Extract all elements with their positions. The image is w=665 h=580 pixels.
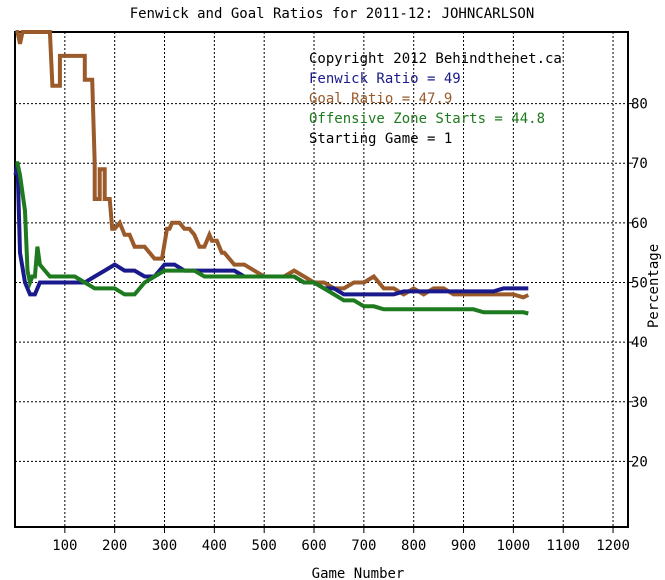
y-tick-label: 70 bbox=[631, 156, 648, 172]
x-tick-label: 1200 bbox=[596, 538, 630, 554]
y-tick-label: 30 bbox=[631, 395, 648, 411]
y-tick-label: 40 bbox=[631, 335, 648, 351]
chart-title: Fenwick and Goal Ratios for 2011-12: JOH… bbox=[130, 6, 535, 22]
x-tick-label: 700 bbox=[351, 538, 376, 554]
x-tick-label: 800 bbox=[401, 538, 426, 554]
x-tick-label: 1100 bbox=[546, 538, 580, 554]
y-tick-label: 20 bbox=[631, 454, 648, 470]
annotation-fenwick: Fenwick Ratio = 49 bbox=[309, 71, 461, 87]
annotation-ozs: Offensive Zone Starts = 44.8 bbox=[309, 111, 545, 127]
plot-area bbox=[14, 31, 629, 528]
x-tick-label: 1000 bbox=[497, 538, 531, 554]
annotation-goal: Goal Ratio = 47.9 bbox=[309, 91, 452, 107]
x-tick-label: 500 bbox=[252, 538, 277, 554]
x-tick-label: 100 bbox=[52, 538, 77, 554]
grid bbox=[15, 32, 628, 527]
y-axis-label: Percentage bbox=[646, 244, 662, 328]
annotation-start: Starting Game = 1 bbox=[309, 131, 452, 147]
series-layer bbox=[13, 30, 530, 316]
annotations: Copyright 2012 Behindthenet.ca Fenwick R… bbox=[309, 51, 562, 147]
x-tick-label: 200 bbox=[102, 538, 127, 554]
x-axis-label: Game Number bbox=[312, 566, 405, 580]
annotation-copyright: Copyright 2012 Behindthenet.ca bbox=[309, 51, 562, 67]
x-tick-label: 600 bbox=[301, 538, 326, 554]
y-axis-ticks: 20 30 40 50 60 70 80 bbox=[628, 97, 648, 470]
x-tick-label: 300 bbox=[152, 538, 177, 554]
x-tick-label: 900 bbox=[451, 538, 476, 554]
y-tick-label: 60 bbox=[631, 216, 648, 232]
y-tick-label: 80 bbox=[631, 97, 648, 113]
x-tick-label: 400 bbox=[202, 538, 227, 554]
y-tick-label: 50 bbox=[631, 275, 648, 291]
series-line-offensive-zone-starts bbox=[15, 161, 529, 316]
x-axis-ticks: 100 200 300 400 500 600 700 800 900 1000 1100 1200 bbox=[52, 527, 630, 554]
